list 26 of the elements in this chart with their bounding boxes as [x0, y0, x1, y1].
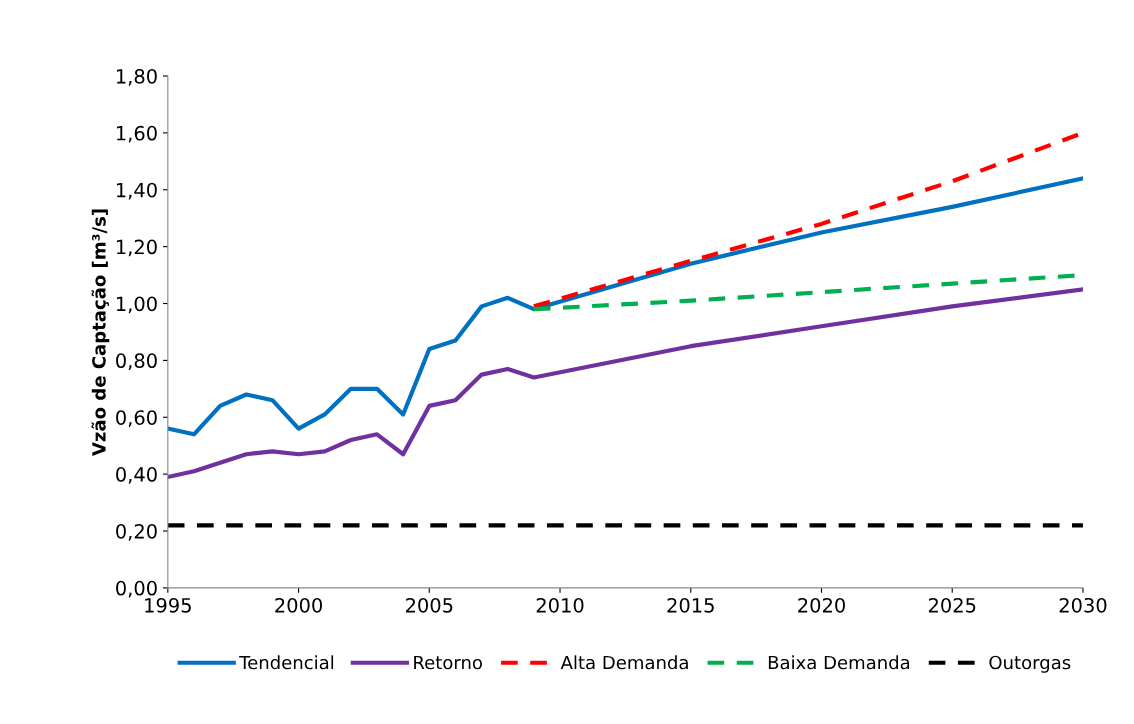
- x-tick-label: 2010: [536, 597, 584, 613]
- line-series: [167, 176, 1083, 437]
- legend-label: Baixa Demanda: [768, 655, 910, 670]
- legend-label: Alta Demanda: [560, 655, 688, 670]
- y-tick-label: 0,20: [116, 523, 157, 541]
- y-tick-label: 1,60: [116, 125, 157, 143]
- legend-label: Retorno: [414, 655, 482, 670]
- y-tick-label: 0,40: [116, 467, 157, 484]
- x-tick-label: 2000: [275, 597, 323, 613]
- y-tick-label: 0,00: [116, 580, 157, 598]
- y-tick-label: 0,80: [116, 353, 157, 371]
- line-series: [167, 287, 1083, 480]
- legend-label: Outorgas: [989, 655, 1071, 673]
- x-tick-label: 2025: [928, 597, 976, 613]
- x-tick-label: 2015: [667, 597, 714, 613]
- x-tick-label: 2005: [405, 597, 453, 613]
- legend-label: Tendencial: [239, 655, 334, 670]
- y-tick-label: 1,80: [116, 68, 157, 86]
- y-axis-title: Vzão de Captação [m³/s]: [91, 209, 110, 456]
- x-tick-label: 2030: [1059, 597, 1107, 613]
- y-tick-label: 1,20: [116, 239, 157, 257]
- x-tick-label: 2020: [798, 597, 845, 613]
- y-tick-label: 0,60: [116, 410, 157, 427]
- x-tick-label: 1995: [145, 597, 191, 613]
- y-tick-label: 1,40: [116, 182, 157, 200]
- y-tick-label: 1,00: [116, 296, 157, 314]
